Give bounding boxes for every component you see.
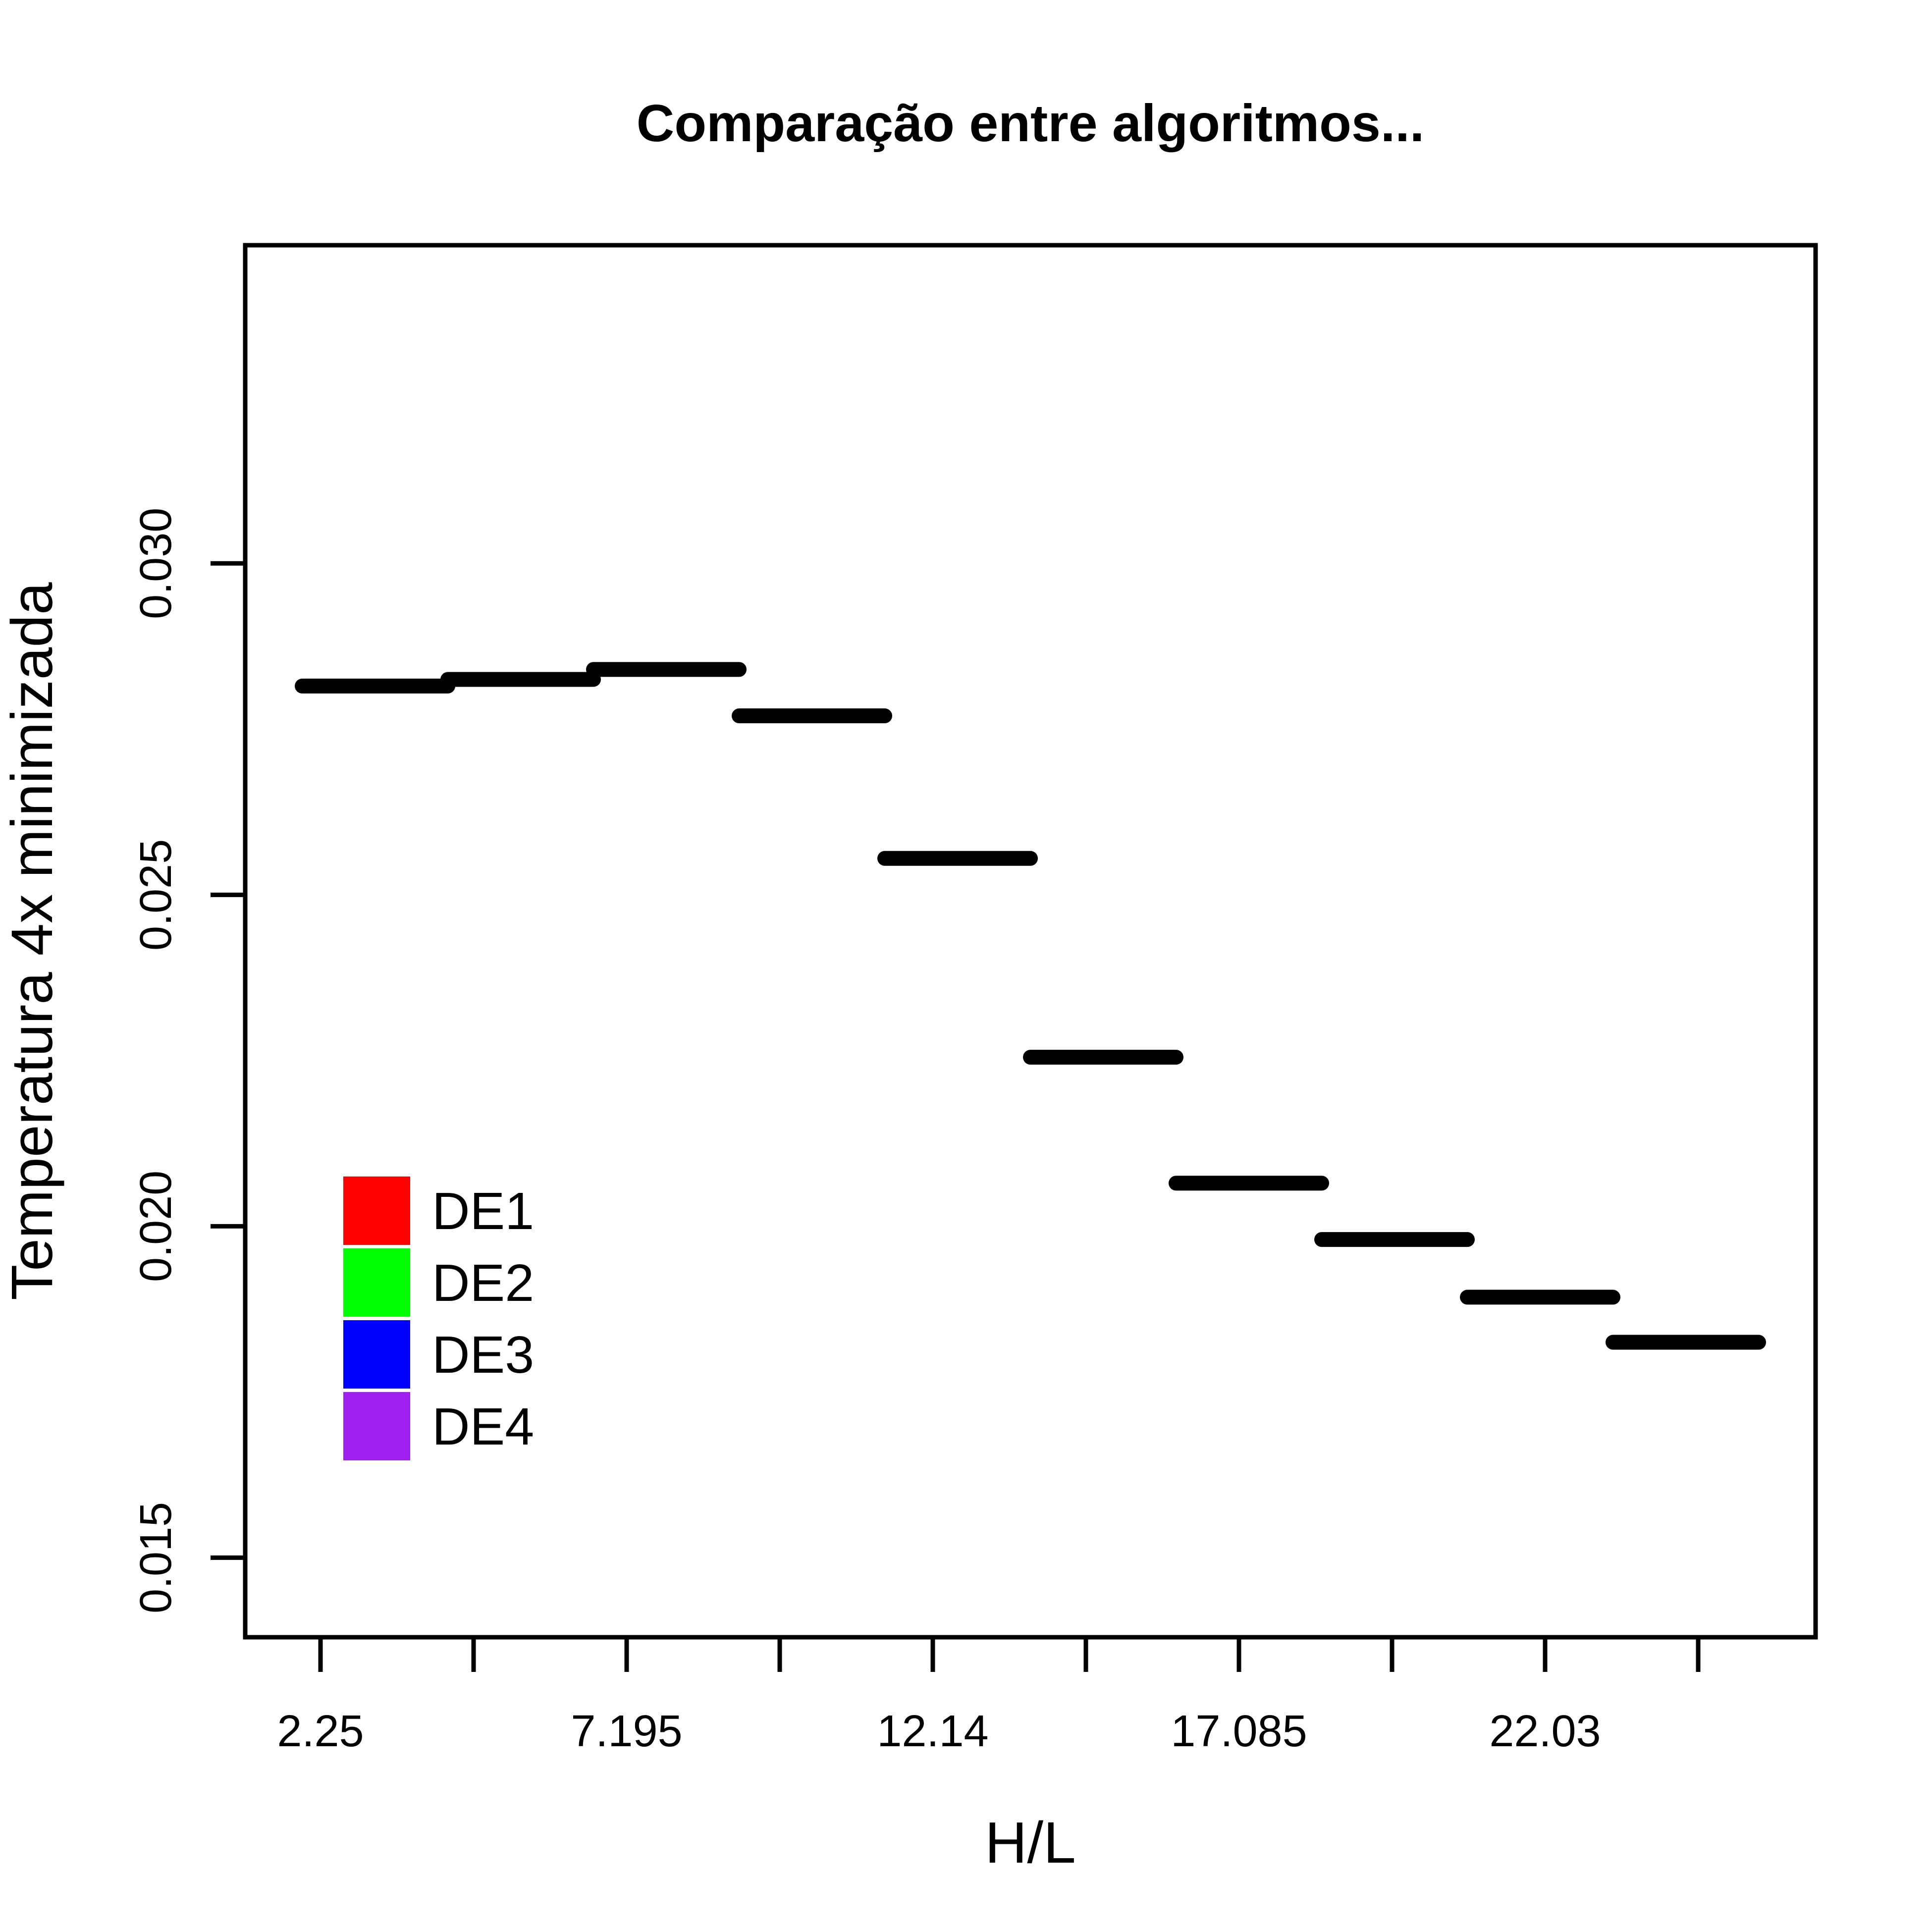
legend-swatch: [343, 1177, 410, 1245]
x-tick-label: 7.195: [571, 1707, 682, 1756]
y-tick-label: 0.015: [131, 1502, 181, 1613]
chart-title: Comparação entre algoritmos...: [637, 94, 1424, 153]
y-tick-label: 0.030: [131, 508, 181, 619]
x-tick-label: 17.085: [1171, 1707, 1307, 1756]
x-tick-label: 12.14: [877, 1707, 988, 1756]
y-axis: 0.015 0.020 0.025 0.030: [131, 508, 245, 1613]
legend-label: DE3: [432, 1326, 534, 1384]
y-tick-label: 0.025: [131, 839, 181, 951]
legend: DE1 DE2 DE3 DE4: [343, 1177, 534, 1460]
y-tick-label: 0.020: [131, 1171, 181, 1282]
legend-swatch: [343, 1320, 410, 1389]
x-tick-label: 22.03: [1489, 1707, 1601, 1756]
legend-label: DE2: [432, 1254, 534, 1312]
legend-swatch: [343, 1392, 410, 1460]
plot-frame: [243, 243, 1818, 1640]
legend-label: DE1: [432, 1182, 534, 1240]
x-axis-label: H/L: [985, 1810, 1076, 1876]
x-axis: 2.25 7.195 12.14 17.085 22.03: [277, 1637, 1701, 1756]
legend-swatch: [343, 1248, 410, 1317]
data-marks: [295, 662, 1766, 1350]
legend-label: DE4: [432, 1397, 534, 1456]
y-axis-label: Temperatura 4x minimizada: [0, 582, 65, 1300]
x-tick-label: 2.25: [277, 1707, 364, 1756]
